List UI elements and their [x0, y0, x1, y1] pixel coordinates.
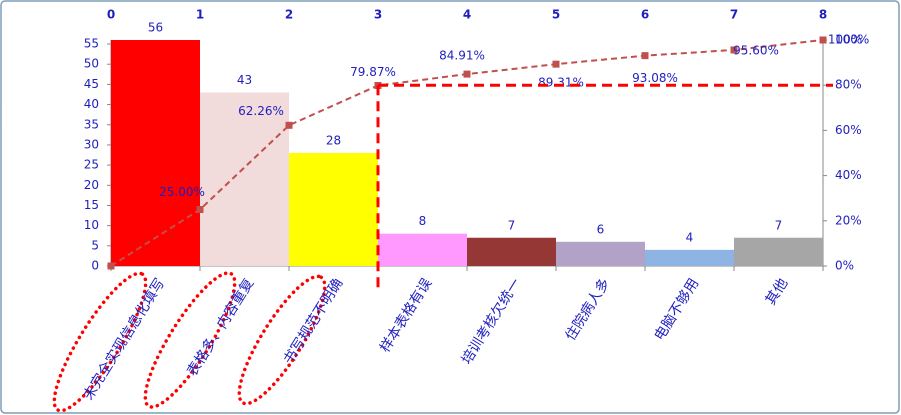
line-value-label: 89.31%	[538, 76, 584, 90]
bar	[734, 237, 823, 266]
y-tick-label: 0	[91, 259, 99, 273]
bar-value-label: 56	[148, 21, 163, 35]
y-tick-label: 50	[84, 57, 99, 71]
line-marker	[285, 121, 293, 129]
x-top-tick-label: 8	[819, 8, 827, 22]
y-tick-label: 45	[84, 77, 99, 91]
highlight-ellipse	[143, 271, 237, 409]
line-marker	[196, 206, 204, 213]
bar-value-label: 43	[237, 73, 252, 87]
y2-tick-label: 60%	[835, 123, 862, 137]
line-value-label: 79.87%	[350, 65, 396, 79]
line-marker	[552, 60, 560, 68]
y-tick-label: 15	[84, 198, 99, 212]
line-value-label: 62.26%	[238, 104, 284, 118]
line-value-label: 93.08%	[632, 71, 678, 85]
highlight-ellipse	[52, 271, 148, 413]
y-tick-label: 55	[84, 37, 99, 51]
bar	[467, 237, 556, 266]
x-top-tick-label: 5	[552, 8, 560, 22]
line-marker	[819, 36, 827, 44]
x-top-tick-label: 6	[641, 8, 649, 22]
line-value-label: 25.00%	[159, 185, 205, 199]
bar	[378, 233, 467, 266]
bar	[556, 241, 645, 266]
line-marker	[641, 52, 649, 60]
line-value-label: 100%	[828, 33, 862, 47]
x-top-tick-label: 0	[107, 8, 115, 22]
y-tick-label: 30	[84, 137, 99, 151]
highlight-ellipses	[52, 271, 327, 413]
y-tick-label: 10	[84, 218, 99, 232]
bar	[111, 40, 200, 266]
x-top-tick-label: 2	[285, 8, 293, 22]
line-marker	[107, 262, 115, 270]
bar	[645, 249, 734, 266]
bar	[200, 92, 289, 266]
bar-value-label: 4	[686, 230, 694, 244]
bar-value-label: 7	[508, 218, 516, 232]
x-top-tick-label: 4	[463, 8, 471, 22]
y2-tick-label: 100%	[835, 33, 869, 47]
line-marker	[730, 46, 738, 54]
x-top-tick-label: 3	[374, 8, 382, 22]
bar-value-label: 7	[775, 218, 783, 232]
y-tick-label: 40	[84, 97, 99, 111]
line-value-label: 95.60%	[733, 43, 779, 57]
line-marker	[463, 70, 471, 78]
line-value-label: 84.91%	[439, 49, 485, 63]
y2-tick-label: 20%	[835, 213, 862, 227]
x-top-tick-label: 1	[196, 8, 204, 22]
bar-value-label: 28	[326, 134, 341, 148]
bar	[289, 153, 378, 266]
bar-value-label: 8	[419, 214, 427, 228]
y2-tick-label: 0%	[835, 259, 854, 273]
y-tick-label: 25	[84, 158, 99, 172]
y-tick-label: 35	[84, 117, 99, 131]
highlight-ellipse	[237, 274, 327, 406]
y-tick-label: 20	[84, 178, 99, 192]
bar-value-label: 6	[597, 222, 605, 236]
y2-tick-label: 80%	[835, 78, 862, 92]
y2-tick-label: 40%	[835, 168, 862, 182]
y-tick-label: 5	[91, 238, 99, 252]
x-top-tick-label: 7	[730, 8, 738, 22]
